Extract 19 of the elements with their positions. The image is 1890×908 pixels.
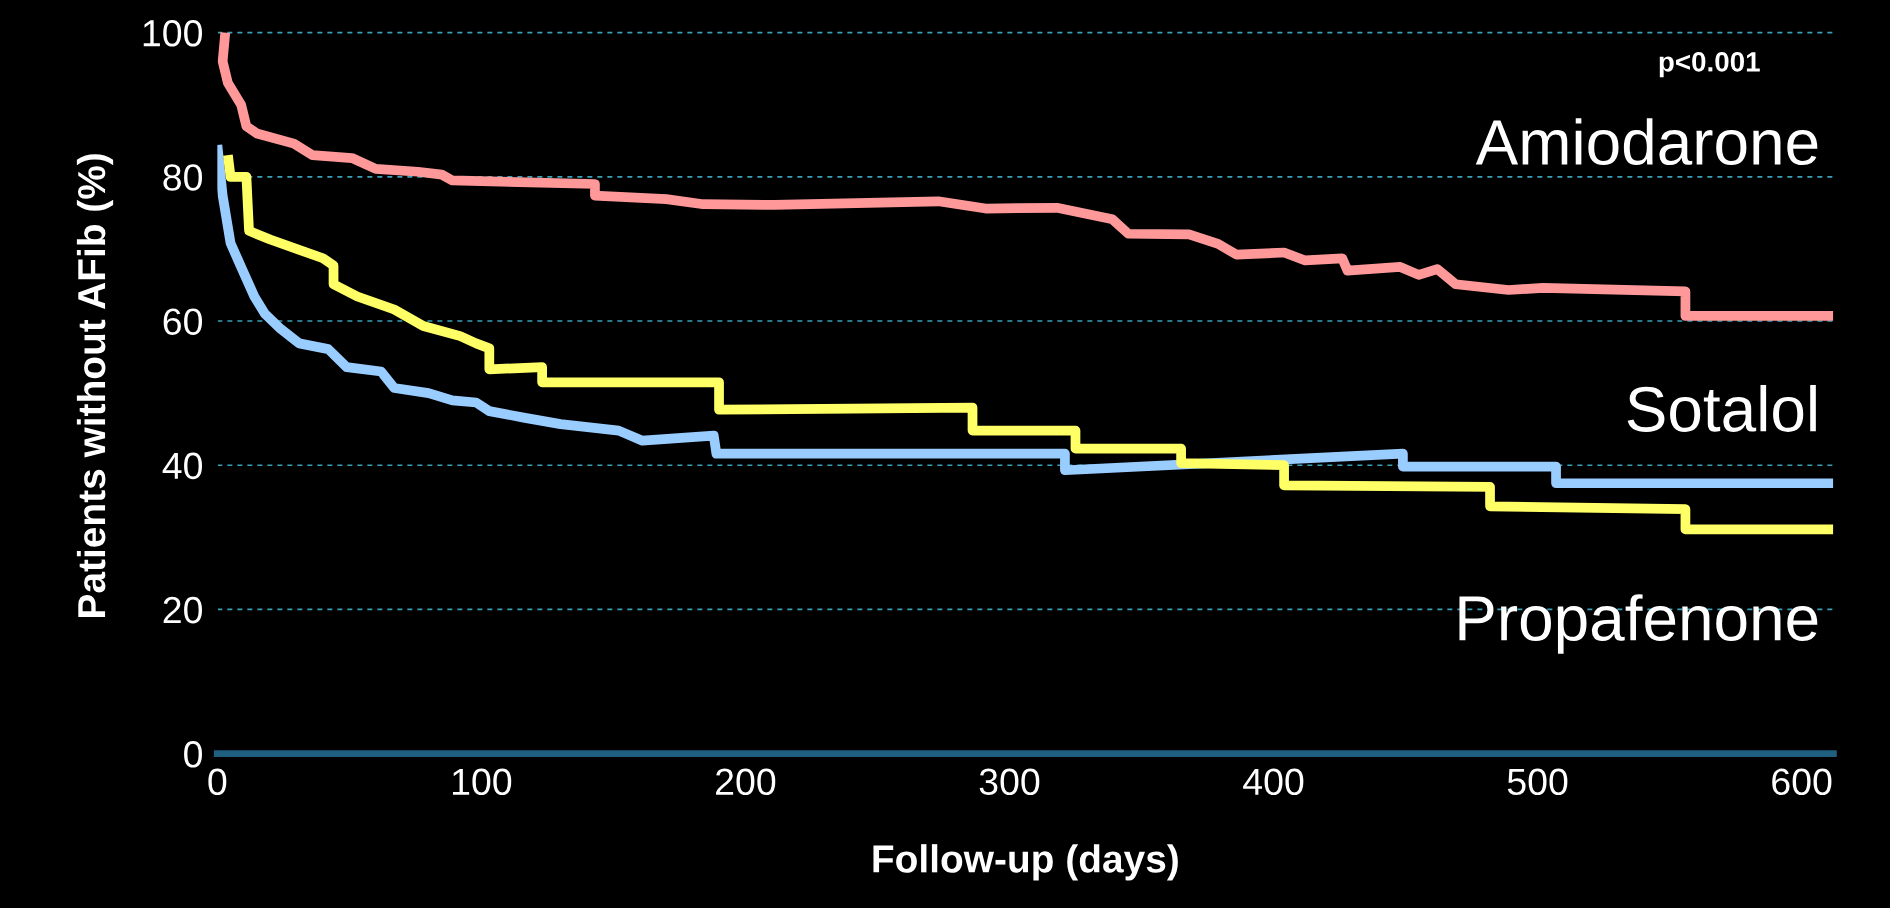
annotation: p<0.001 (1659, 51, 1760, 78)
x-tick-label: 500 (1507, 768, 1568, 796)
y-tick-label: 80 (163, 164, 202, 191)
y-tick-label: 60 (163, 308, 202, 335)
x-tick-label: 200 (716, 768, 776, 796)
x-tick-label: 300 (979, 768, 1040, 796)
series-label: Propafenone (1459, 594, 1818, 654)
series-label: Sotalol (1627, 384, 1816, 432)
y-tick-label: 20 (163, 596, 202, 624)
series-label: Amiodarone (1475, 118, 1818, 166)
x-axis-title: Follow-up (days) (873, 844, 1178, 881)
x-tick-label: 600 (1772, 768, 1832, 796)
x-tick-label: 100 (452, 768, 512, 796)
x-tick-label: 400 (1243, 768, 1304, 796)
y-tick-label: 100 (143, 19, 202, 47)
x-tick-label: 0 (208, 768, 227, 796)
y-tick-label: 40 (162, 452, 202, 480)
y-axis-title: Patients without AFib (%) (76, 154, 114, 617)
y-tick-label: 0 (184, 741, 202, 768)
